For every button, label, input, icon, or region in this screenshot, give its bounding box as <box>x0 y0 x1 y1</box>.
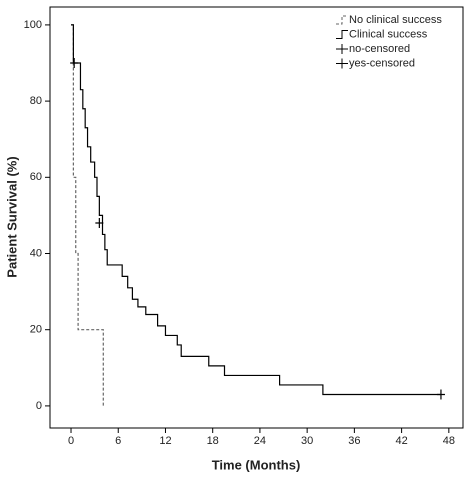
x-tick-label: 30 <box>301 435 313 447</box>
censor-mark <box>95 218 104 229</box>
censor-mark <box>436 389 445 400</box>
y-tick-label: 0 <box>36 400 42 412</box>
legend-label: no-censored <box>349 43 410 55</box>
x-tick-label: 12 <box>159 435 171 447</box>
x-tick-label: 0 <box>68 435 74 447</box>
y-tick-label: 20 <box>30 324 42 336</box>
x-axis-title: Time (Months) <box>212 457 301 472</box>
y-tick-label: 100 <box>24 19 42 31</box>
plot-frame <box>49 6 464 429</box>
y-tick-label: 40 <box>30 247 42 259</box>
legend-label: No clinical success <box>349 14 442 26</box>
legend-symbol <box>336 30 348 39</box>
y-tick-label: 80 <box>30 95 42 107</box>
legend-symbol <box>336 58 348 69</box>
x-tick-label: 48 <box>443 435 455 447</box>
y-tick-label: 60 <box>30 171 42 183</box>
x-tick-label: 6 <box>115 435 121 447</box>
legend-symbol <box>336 44 348 54</box>
x-tick-label: 36 <box>348 435 360 447</box>
x-tick-label: 42 <box>395 435 407 447</box>
legend-label: yes-censored <box>349 57 415 69</box>
x-tick-label: 18 <box>207 435 219 447</box>
censor-mark <box>70 58 79 69</box>
legend-symbol <box>336 15 348 25</box>
x-tick-label: 24 <box>254 435 266 447</box>
survival-line <box>71 24 104 406</box>
y-axis-title: Patient Survival (%) <box>4 156 19 277</box>
legend-label: Clinical success <box>349 28 428 40</box>
survival-line <box>71 24 441 396</box>
